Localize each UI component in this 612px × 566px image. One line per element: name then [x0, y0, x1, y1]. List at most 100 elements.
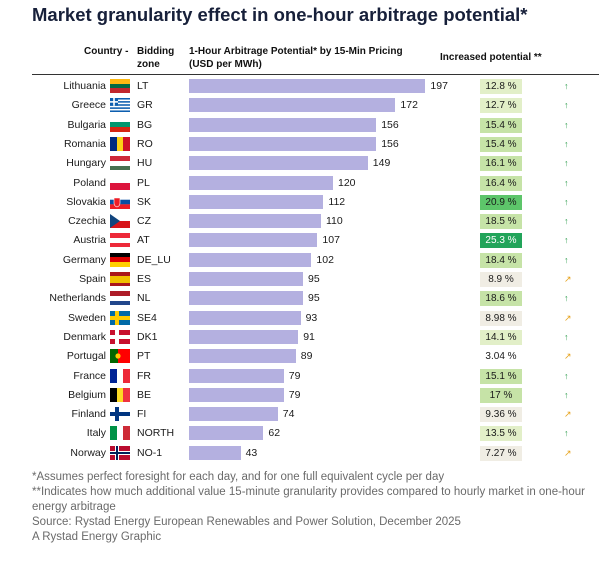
flag-icon-hu — [110, 156, 130, 171]
arrow-up-icon: ↑ — [564, 196, 569, 207]
table-row: Slovakia SK 112 20.9 % ↑ — [0, 193, 612, 212]
bar-value-label: 89 — [300, 350, 313, 363]
country-label: Germany — [62, 253, 106, 266]
bar — [189, 368, 284, 383]
bar-value-label: 112 — [328, 195, 346, 208]
bar-value-label: 79 — [288, 388, 301, 401]
flag-icon-pl — [110, 175, 130, 190]
arrow-up-icon: ↑ — [564, 158, 569, 169]
bar — [189, 272, 303, 286]
table-row: Czechia CZ 110 18.5 % ↑ — [0, 212, 612, 231]
header-zone-line2: zone — [137, 59, 160, 70]
table-row: Bulgaria BG 156 15.4 % ↑ — [0, 116, 612, 135]
arrow-up-icon: ↑ — [564, 370, 569, 381]
bar-value-label: 149 — [372, 157, 391, 170]
increase-badge: 13.5 % — [480, 426, 522, 442]
bidding-zone-label: RO — [137, 137, 153, 150]
increase-badge: 7.27 % — [480, 445, 522, 461]
country-label: Norway — [70, 446, 106, 459]
bidding-zone-label: SE4 — [137, 311, 157, 324]
bar — [189, 175, 333, 190]
table-row: Belgium BE 79 17 % ↑ — [0, 386, 612, 405]
bidding-zone-label: FI — [137, 408, 147, 421]
increase-badge: 20.9 % — [480, 194, 522, 210]
increase-badge: 15.1 % — [480, 368, 522, 384]
bar-value-label: 43 — [245, 446, 258, 459]
increase-badge: 18.5 % — [480, 214, 522, 230]
header-country: Country - — [84, 46, 129, 57]
arrow-up-icon: ↑ — [564, 293, 569, 304]
flag-icon-at — [110, 233, 130, 248]
bar — [189, 117, 377, 132]
increase-badge: 17 % — [480, 387, 522, 403]
bar — [189, 407, 278, 422]
country-label: Slovakia — [66, 195, 106, 208]
arrow-up-right-icon: ↗ — [564, 312, 572, 323]
table-row: Finland FI 74 9.36 % ↗ — [0, 405, 612, 424]
arrow-up-right-icon: ↗ — [564, 274, 572, 284]
bar — [189, 329, 299, 344]
footnotes: *Assumes perfect foresight for each day,… — [32, 470, 602, 545]
arrow-up-icon: ↑ — [564, 216, 569, 227]
flag-icon-lt — [110, 79, 130, 93]
increase-badge: 12.7 % — [480, 98, 522, 114]
bar — [189, 291, 303, 306]
arrow-up-icon: ↑ — [564, 235, 569, 246]
bar-value-label: 95 — [308, 273, 320, 285]
table-row: Sweden SE4 93 8.98 % ↗ — [0, 309, 612, 328]
country-label: Sweden — [68, 311, 106, 324]
country-label: Spain — [79, 273, 106, 285]
increase-badge: 25.3 % — [480, 233, 522, 249]
bar — [189, 252, 312, 267]
bidding-zone-label: AT — [137, 234, 150, 247]
footnote-increase: **Indicates how much additional value 15… — [32, 486, 585, 513]
country-label: Austria — [73, 234, 106, 247]
bidding-zone-label: PL — [137, 176, 150, 189]
table-row: France FR 79 15.1 % ↑ — [0, 367, 612, 386]
table-row: Portugal PT 89 3.04 % ↗ — [0, 347, 612, 366]
bar-value-label: 120 — [338, 176, 356, 189]
table-row: Poland PL 120 16.4 % ↑ — [0, 174, 612, 193]
arrow-up-icon: ↑ — [564, 177, 569, 188]
chart-title: Market granularity effect in one-hour ar… — [32, 4, 528, 25]
bar — [189, 445, 241, 460]
country-label: Finland — [71, 408, 106, 421]
flag-icon-be — [110, 387, 130, 402]
bidding-zone-label: HU — [137, 157, 153, 170]
flag-icon-de — [110, 252, 130, 267]
bar-value-label: 93 — [305, 311, 318, 324]
table-row: Italy NORTH 62 13.5 % ↑ — [0, 424, 612, 443]
header-arbitrage-potential: 1-Hour Arbitrage Potential* by 15-Min Pr… — [189, 45, 403, 71]
arrow-up-icon: ↑ — [564, 81, 569, 91]
increase-badge: 3.04 % — [485, 351, 517, 363]
bar-value-label: 172 — [400, 99, 418, 112]
increase-badge: 8.98 % — [480, 310, 522, 326]
arrow-up-icon: ↑ — [564, 100, 569, 111]
increase-badge: 14.1 % — [480, 329, 522, 345]
flag-icon-pt — [110, 349, 130, 364]
bar-value-label: 197 — [430, 80, 448, 92]
increase-badge: 9.36 % — [480, 407, 522, 423]
country-label: Portugal — [66, 350, 106, 363]
bar — [189, 214, 321, 229]
arrow-up-icon: ↑ — [564, 138, 569, 149]
increase-badge: 16.4 % — [480, 175, 522, 191]
country-label: Greece — [71, 99, 106, 112]
country-label: Denmark — [63, 330, 106, 343]
country-label: Poland — [73, 176, 106, 189]
header-divider — [32, 74, 599, 75]
increase-badge: 8.9 % — [480, 272, 522, 287]
header-potential-line1: 1-Hour Arbitrage Potential* by 15-Min Pr… — [189, 46, 403, 57]
footnote-credit: A Rystad Energy Graphic — [32, 531, 162, 543]
table-row: Netherlands NL 95 18.6 % ↑ — [0, 289, 612, 308]
header-zone-line1: Bidding — [137, 46, 175, 57]
table-row: Hungary HU 149 16.1 % ↑ — [0, 154, 612, 173]
footnote-source: Source: Rystad Energy European Renewable… — [32, 516, 461, 528]
bar-value-label: 91 — [303, 330, 315, 343]
country-label: Netherlands — [49, 292, 106, 305]
header-potential-line2: (USD per MWh) — [189, 59, 262, 70]
bar-value-label: 79 — [288, 369, 301, 382]
bidding-zone-label: PT — [137, 350, 151, 363]
bar — [189, 79, 426, 93]
bar — [189, 233, 318, 248]
